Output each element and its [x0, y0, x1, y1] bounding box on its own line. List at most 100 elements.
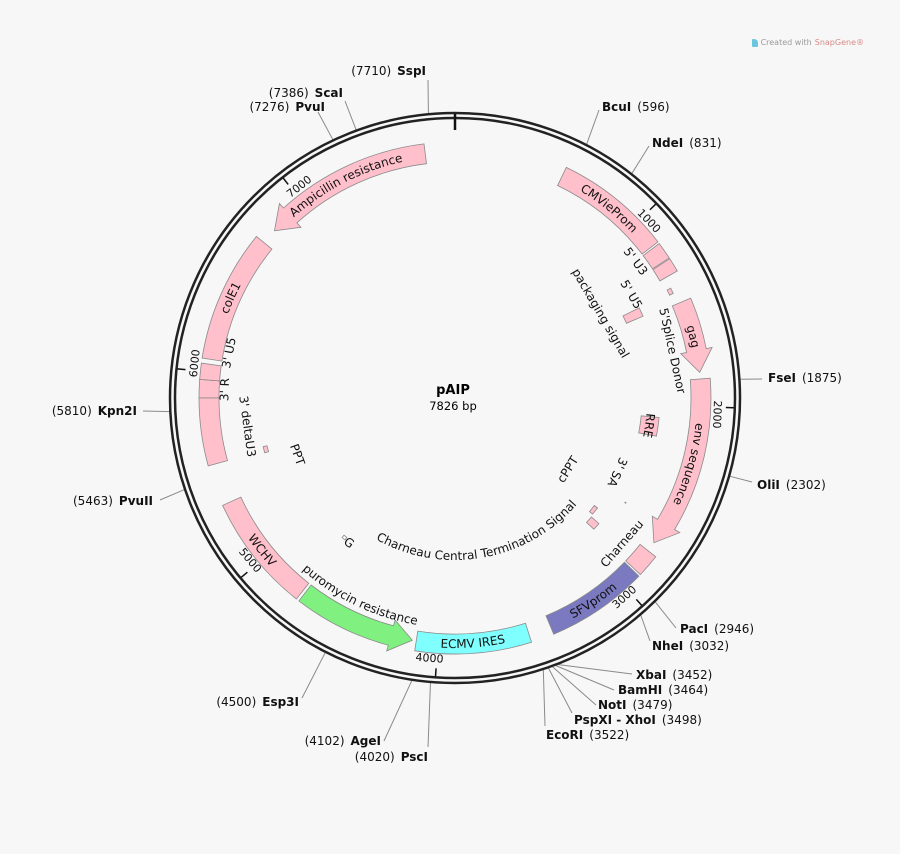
enzyme-position: (596): [637, 100, 669, 114]
enzyme-label[interactable]: EcoRI (3522): [546, 728, 629, 742]
enzyme-site-esp3i[interactable]: (4500) Esp3I: [216, 652, 326, 709]
created-with-text: Created with: [760, 38, 812, 47]
enzyme-position: (7386): [269, 86, 309, 100]
feature-shape[interactable]: [666, 287, 674, 296]
feature-shape[interactable]: [622, 307, 644, 324]
tick-mark: [635, 598, 643, 606]
enzyme-leader-line: [548, 668, 573, 714]
enzyme-label[interactable]: (4020) PscI: [355, 750, 428, 764]
feature-shape[interactable]: [652, 258, 678, 282]
feature-label: CMVieProm: [578, 181, 640, 235]
enzyme-site-ecori[interactable]: EcoRI (3522): [542, 670, 629, 742]
enzyme-position: (5810): [52, 404, 92, 418]
enzyme-leader-line: [729, 475, 753, 483]
enzyme-label[interactable]: NdeI (831): [652, 136, 722, 150]
enzyme-label[interactable]: (5463) PvuII: [73, 494, 153, 508]
enzyme-site-pvuii[interactable]: (5463) PvuII: [73, 489, 185, 508]
enzyme-label[interactable]: NotI (3479): [598, 698, 672, 712]
enzyme-label[interactable]: FseI (1875): [768, 371, 842, 385]
feature-3-sa[interactable]: 3' SA: [604, 455, 630, 504]
feature-shape[interactable]: [638, 415, 660, 437]
enzyme-label[interactable]: (7386) ScaI: [269, 86, 343, 100]
feature-shape[interactable]: [414, 622, 533, 655]
feature-rre[interactable]: RRE: [638, 413, 660, 439]
feature-shape[interactable]: [341, 534, 348, 541]
feature-shape[interactable]: [222, 496, 310, 600]
enzyme-site-pvui[interactable]: (7276) PvuI: [249, 100, 334, 140]
enzyme-position: (3032): [689, 639, 729, 653]
enzyme-leader-line: [655, 601, 677, 629]
enzyme-site-scai[interactable]: (7386) ScaI: [269, 86, 357, 130]
enzyme-label[interactable]: (5810) Kpn2I: [52, 404, 137, 418]
enzyme-label[interactable]: (4500) Esp3I: [216, 695, 299, 709]
enzyme-label[interactable]: XbaI (3452): [636, 668, 712, 682]
feature-g[interactable]: G: [341, 534, 357, 551]
enzyme-label[interactable]: (7710) SspI: [351, 64, 426, 78]
enzyme-site-ndei[interactable]: NdeI (831): [631, 136, 722, 174]
enzyme-name: PvuI: [295, 100, 325, 114]
feature-shape[interactable]: [201, 235, 273, 362]
enzyme-position: (2302): [786, 478, 826, 492]
enzyme-position: (7710): [351, 64, 391, 78]
feature-shape[interactable]: [588, 504, 599, 515]
enzyme-site-nhei[interactable]: NheI (3032): [640, 615, 729, 653]
backbone-outer-strand: [168, 111, 742, 685]
enzyme-label[interactable]: OliI (2302): [757, 478, 826, 492]
feature-wchv[interactable]: WCHV: [222, 496, 310, 600]
feature-charneau-central-termination-signal[interactable]: Charneau Central Termination Signal: [374, 497, 600, 563]
tick-mark: [434, 668, 437, 677]
feature-shape[interactable]: [199, 362, 222, 382]
feature-gag[interactable]: gag: [671, 297, 713, 373]
enzyme-leader-line: [427, 682, 431, 748]
feature-3-deltau3[interactable]: 3' deltaU3: [198, 395, 259, 467]
enzyme-leader-line: [383, 680, 413, 742]
feature-label: 3' SA: [604, 455, 630, 490]
feature-shape[interactable]: [557, 166, 659, 255]
enzyme-name: FseI: [768, 371, 796, 385]
enzyme-label[interactable]: BcuI (596): [602, 100, 670, 114]
snapgene-logo-icon: [751, 38, 758, 47]
enzyme-site-pspxi-xhoi[interactable]: PspXI - XhoI (3498): [548, 668, 702, 727]
enzyme-label[interactable]: (7276) PvuI: [249, 100, 325, 114]
enzyme-site-psci[interactable]: (4020) PscI: [355, 682, 431, 764]
feature-3-r[interactable]: 3' R: [198, 378, 232, 402]
feature-shape[interactable]: [642, 243, 670, 270]
enzyme-site-sspi[interactable]: (7710) SspI: [351, 64, 429, 114]
enzyme-site-xbai[interactable]: XbaI (3452): [558, 664, 712, 682]
feature-shape[interactable]: [274, 143, 427, 232]
feature-shape[interactable]: [298, 584, 414, 652]
feature-3-u5[interactable]: 3' U5: [199, 336, 239, 382]
enzyme-label[interactable]: PacI (2946): [680, 622, 754, 636]
feature-shape[interactable]: [585, 516, 600, 530]
enzyme-site-bamhi[interactable]: BamHI (3464): [555, 665, 708, 697]
feature-shape[interactable]: [545, 561, 640, 635]
feature-shape[interactable]: [624, 501, 627, 504]
enzyme-leader-line: [555, 665, 615, 691]
enzyme-site-paci[interactable]: PacI (2946): [655, 601, 754, 636]
enzyme-name: EcoRI: [546, 728, 583, 742]
enzyme-site-agei[interactable]: (4102) AgeI: [305, 680, 413, 748]
feature-ecmv-ires[interactable]: ECMV IRES: [414, 622, 533, 655]
enzyme-site-kpn2i[interactable]: (5810) Kpn2I: [52, 404, 170, 418]
enzyme-position: (2946): [714, 622, 754, 636]
feature-shape[interactable]: [651, 377, 712, 544]
enzyme-site-olii[interactable]: OliI (2302): [729, 475, 826, 492]
enzyme-site-fsei[interactable]: FseI (1875): [740, 371, 842, 385]
enzyme-label[interactable]: NheI (3032): [652, 639, 729, 653]
enzyme-name: PscI: [401, 750, 428, 764]
feature-label: Charneau Central Termination Signal: [374, 497, 579, 563]
enzyme-position: (3498): [662, 713, 702, 727]
enzyme-label[interactable]: BamHI (3464): [618, 683, 708, 697]
feature-shape[interactable]: [262, 445, 270, 454]
enzyme-label[interactable]: (4102) AgeI: [305, 734, 381, 748]
feature-env-sequence[interactable]: env sequence: [651, 377, 712, 544]
feature-puromycin-resistance[interactable]: puromycin resistance: [298, 561, 419, 652]
feature-ppt[interactable]: PPT: [262, 442, 308, 468]
feature-shape[interactable]: [198, 397, 228, 467]
enzyme-label[interactable]: PspXI - XhoI (3498): [574, 713, 702, 727]
enzyme-site-noti[interactable]: NotI (3479): [552, 666, 673, 712]
feature-shape[interactable]: [625, 543, 657, 576]
enzyme-site-bcui[interactable]: BcuI (596): [586, 100, 670, 145]
enzyme-leader-line: [558, 664, 633, 675]
feature-shape[interactable]: [671, 297, 713, 373]
